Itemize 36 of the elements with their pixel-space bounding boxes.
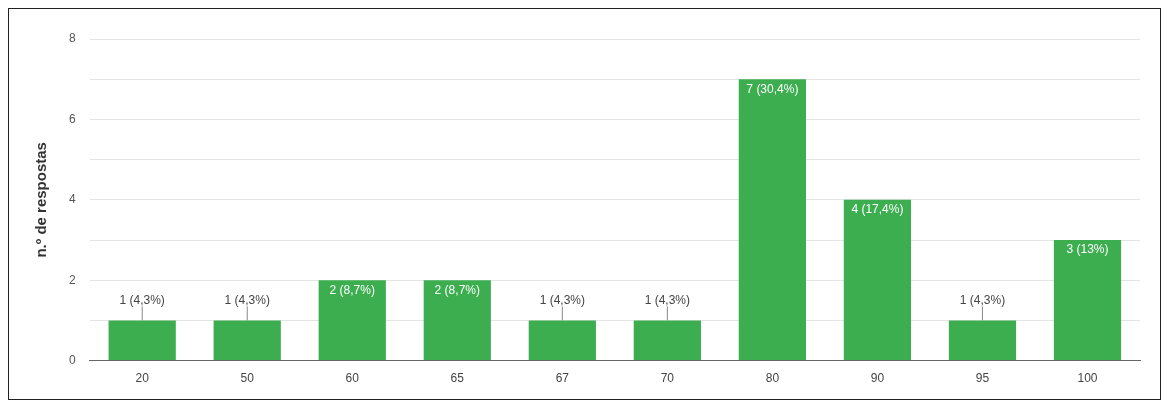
y-axis-title: n.º de respostas: [32, 142, 50, 258]
x-tick-label: 90: [870, 371, 885, 386]
x-tick-label: 67: [555, 371, 570, 386]
y-tick-label: 2: [68, 272, 76, 287]
bar: [843, 199, 912, 361]
x-tick-label: 70: [660, 371, 675, 386]
data-label: 1 (4,3%): [539, 292, 585, 307]
data-label: 1 (4,3%): [119, 292, 165, 307]
bar: [738, 79, 806, 361]
bar: [108, 320, 176, 361]
y-tick-label: 8: [68, 31, 76, 46]
bar: [213, 320, 281, 361]
data-label: 2 (8,7%): [329, 282, 375, 297]
bar: [633, 320, 701, 361]
x-tick-label: 100: [1077, 371, 1098, 386]
data-label: 2 (8,7%): [434, 282, 480, 297]
x-tick-label: 95: [975, 371, 990, 386]
data-label: 7 (30,4%): [746, 81, 799, 96]
bar: [528, 320, 596, 361]
bar: [318, 280, 386, 361]
data-label: 4 (17,4%): [851, 202, 904, 217]
bar: [423, 280, 491, 361]
data-label: 1 (4,3%): [959, 292, 1006, 307]
y-tick-label: 6: [68, 111, 76, 126]
y-tick-label: 0: [68, 352, 76, 367]
x-tick-label: 50: [240, 371, 255, 386]
x-tick-label: 20: [135, 371, 150, 386]
data-label: 1 (4,3%): [644, 292, 691, 307]
bar: [948, 320, 1017, 361]
data-label: 3 (13%): [1066, 242, 1109, 257]
x-tick-label: 60: [345, 371, 360, 386]
x-tick-label: 80: [765, 371, 780, 386]
data-label: 1 (4,3%): [224, 292, 270, 307]
x-tick-label: 65: [450, 371, 465, 386]
y-tick-label: 4: [68, 192, 76, 207]
bar: [1053, 240, 1122, 361]
